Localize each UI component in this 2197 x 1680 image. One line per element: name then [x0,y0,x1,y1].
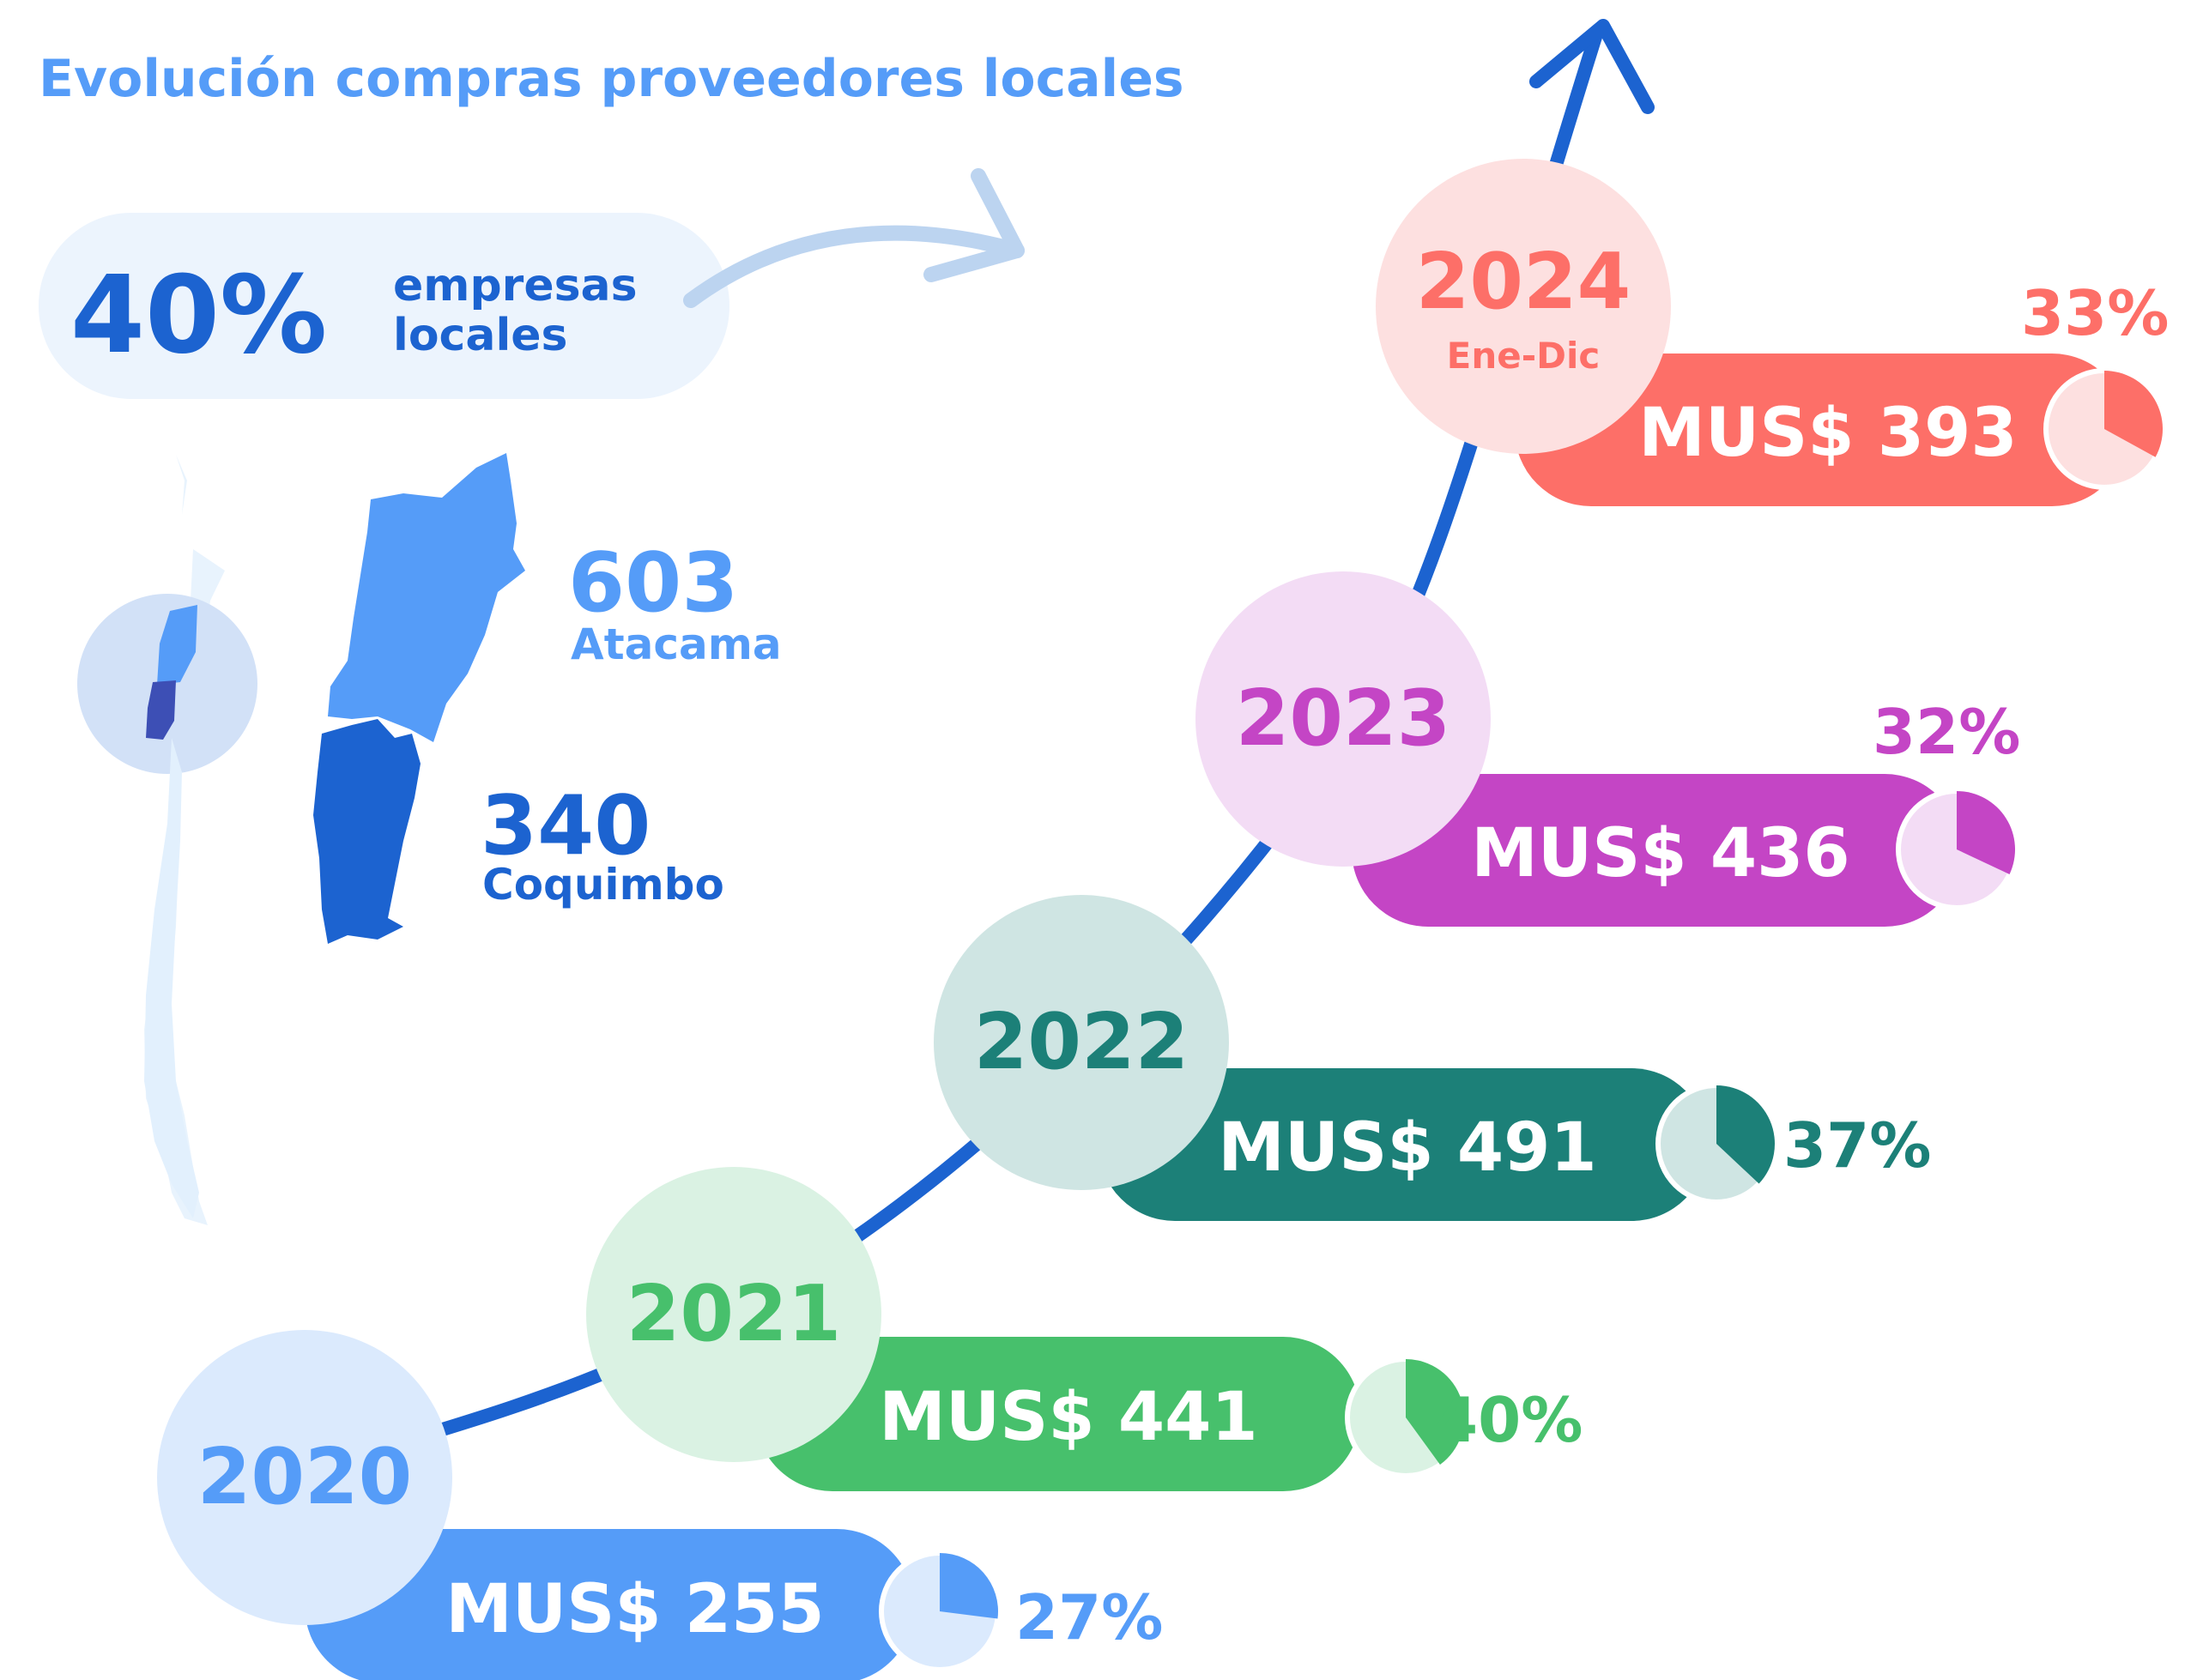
year-circle-2022 [934,895,1229,1190]
summary-pill: 40% empresas locales [39,213,729,399]
map-south-icon [144,738,199,1218]
pie-slice-2020 [940,1553,998,1619]
year-series: MUS$ 255 27% 2020 MUS$ 441 40% 2021 MUS$ 491 37… [157,159,2169,1680]
map-coquimbo-small-icon [146,680,176,740]
year-label-2024: 2024 [1416,237,1631,327]
year-label-2021: 2021 [626,1269,842,1359]
coquimbo-label: Coquimbo [482,860,724,909]
value-bar-2021 [755,1337,1360,1491]
pie-slice-2023 [1957,791,2016,874]
summary-label-line1: empresas [393,260,638,311]
value-bar-2024 [1515,354,2128,506]
pie-slice-2021 [1406,1359,1465,1465]
value-bar-2023 [1352,774,1961,927]
pie-slice-2024 [2104,371,2163,457]
percent-label-2021: 40% [1435,1384,1583,1456]
pie-slice-2022 [1716,1085,1776,1184]
percent-label-2022: 37% [1783,1109,1931,1181]
coquimbo-count: 340 [481,779,651,873]
value-bar-2020 [305,1529,914,1680]
atacama-region-icon [328,453,525,742]
page-title: Evolución compras proveedores locales [39,49,1184,109]
year-label-2023: 2023 [1236,674,1451,764]
year-circle-2020 [157,1330,452,1625]
value-label-2024: MUS$ 393 [1638,395,2017,472]
value-bar-2022 [1098,1068,1708,1221]
value-label-2020: MUS$ 255 [445,1571,824,1648]
value-label-2022: MUS$ 491 [1218,1109,1596,1187]
year-group-2022: MUS$ 491 37% 2022 [934,895,1931,1221]
curved-arrow-icon [683,168,1025,308]
percent-label-2023: 32% [1873,696,2020,768]
map-atacama-small-icon [157,605,197,685]
year-label-2020: 2020 [197,1432,413,1522]
year-group-2020: MUS$ 255 27% 2020 [157,1330,1163,1680]
year-label-2022: 2022 [974,997,1189,1087]
year-sublabel-2024: Ene-Dic [1447,335,1601,377]
coquimbo-region-icon [313,719,421,944]
value-label-2023: MUS$ 436 [1471,815,1849,892]
year-group-2023: MUS$ 436 32% 2023 [1195,571,2020,927]
summary-percent: 40% [70,253,327,378]
atacama-count: 603 [568,536,738,631]
summary-pill-background [39,213,729,399]
trend-arrowhead-icon [1529,19,1655,114]
year-group-2021: MUS$ 441 40% 2021 [586,1167,1583,1491]
year-circle-2021 [586,1167,881,1462]
percent-label-2020: 27% [1015,1581,1163,1653]
atacama-label: Atacama [571,619,782,669]
chile-map-icon [77,455,257,1225]
percent-label-2024: 33% [2021,277,2169,349]
value-label-2021: MUS$ 441 [879,1379,1257,1456]
summary-label-line2: locales [393,310,568,361]
year-circle-2023 [1195,571,1491,867]
year-circle-2024 [1376,159,1671,454]
